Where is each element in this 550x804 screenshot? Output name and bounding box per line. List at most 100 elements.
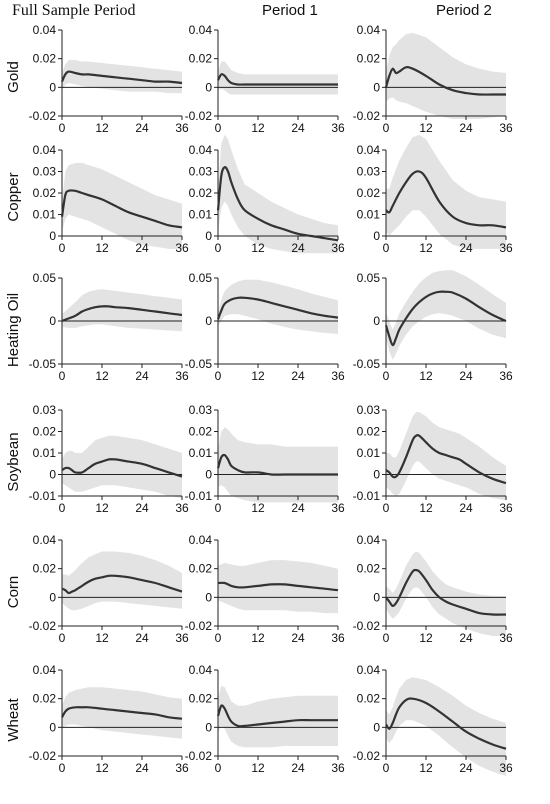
y-tick-label: 0.01 — [357, 208, 381, 222]
x-tick-label: 24 — [135, 241, 149, 255]
y-tick-label: 0.01 — [189, 208, 213, 222]
x-tick-label: 24 — [459, 241, 473, 255]
x-tick-label: 24 — [291, 121, 305, 135]
x-tick-label: 36 — [331, 121, 345, 135]
x-tick-label: 36 — [331, 369, 345, 383]
x-tick-label: 12 — [251, 501, 265, 515]
y-tick-label: 0.04 — [189, 663, 213, 677]
x-tick-label: 36 — [175, 761, 189, 775]
x-tick-label: 24 — [459, 369, 473, 383]
response-line — [216, 166, 339, 242]
column-header-period-2: Period 2 — [436, 2, 492, 19]
y-tick-label: -0.01 — [185, 489, 213, 503]
column-header-period-1: Period 1 — [262, 2, 318, 19]
x-tick-label: 0 — [59, 121, 66, 135]
x-tick-label: 24 — [291, 241, 305, 255]
response-line — [61, 706, 183, 720]
y-tick-label: -0.05 — [185, 357, 213, 371]
y-tick-label: 0 — [49, 468, 56, 482]
x-tick-label: 24 — [459, 121, 473, 135]
x-tick-label: 24 — [291, 761, 305, 775]
y-tick-label: 0.05 — [189, 271, 213, 285]
x-tick-label: 12 — [251, 761, 265, 775]
x-tick-label: 12 — [419, 501, 433, 515]
x-tick-label: 36 — [175, 631, 189, 645]
x-tick-label: 36 — [499, 369, 513, 383]
x-tick-label: 24 — [459, 501, 473, 515]
x-tick-label: 36 — [499, 121, 513, 135]
confidence-band — [386, 270, 506, 360]
x-tick-label: 12 — [95, 631, 109, 645]
x-tick-label: 36 — [499, 761, 513, 775]
y-tick-label: 0 — [373, 468, 380, 482]
y-tick-label: 0 — [49, 80, 56, 94]
y-tick-label: -0.01 — [353, 489, 381, 503]
x-tick-label: 24 — [135, 501, 149, 515]
y-tick-label: 0.05 — [357, 271, 381, 285]
response-line — [384, 66, 506, 96]
y-tick-label: 0.02 — [357, 52, 381, 66]
x-tick-label: 12 — [95, 369, 109, 383]
y-tick-label: 0.02 — [33, 692, 57, 706]
response-line — [217, 73, 338, 86]
x-tick-label: 0 — [215, 631, 222, 645]
y-tick-label: -0.02 — [29, 619, 57, 633]
x-tick-label: 12 — [95, 241, 109, 255]
response-line — [385, 568, 507, 616]
confidence-band — [386, 677, 506, 777]
y-tick-label: 0.02 — [189, 52, 213, 66]
y-tick-label: 0 — [373, 229, 380, 243]
x-tick-label: 12 — [251, 241, 265, 255]
confidence-band — [218, 685, 338, 748]
confidence-band — [218, 61, 338, 95]
y-tick-label: 0.04 — [33, 23, 57, 37]
x-tick-label: 0 — [215, 241, 222, 255]
response-line — [60, 189, 183, 229]
y-tick-label: -0.02 — [185, 749, 213, 763]
y-tick-label: 0.02 — [33, 425, 57, 439]
x-tick-label: 12 — [95, 121, 109, 135]
y-tick-label: 0.01 — [357, 446, 381, 460]
x-tick-label: 0 — [59, 631, 66, 645]
y-tick-label: 0.04 — [189, 143, 213, 157]
x-tick-label: 36 — [499, 631, 513, 645]
y-tick-label: 0.02 — [33, 562, 57, 576]
x-tick-label: 36 — [175, 369, 189, 383]
x-tick-label: 24 — [135, 121, 149, 135]
x-tick-label: 12 — [419, 761, 433, 775]
column-header-full-sample: Full Sample Period — [12, 2, 136, 19]
y-tick-label: 0.04 — [357, 23, 381, 37]
y-tick-label: 0.02 — [33, 186, 57, 200]
row-label-heating-oil: Heating Oil — [5, 293, 22, 367]
y-tick-label: 0 — [205, 80, 212, 94]
row-label-gold: Gold — [5, 61, 22, 93]
y-tick-label: 0.02 — [357, 562, 381, 576]
x-tick-label: 12 — [251, 369, 265, 383]
y-tick-label: 0 — [49, 720, 56, 734]
x-tick-label: 0 — [59, 369, 66, 383]
y-tick-label: 0.04 — [33, 533, 57, 547]
confidence-band — [62, 60, 182, 94]
response-line — [61, 305, 183, 323]
y-tick-label: 0 — [205, 590, 212, 604]
row-label-corn: Corn — [5, 576, 22, 609]
response-line — [216, 453, 338, 476]
y-tick-label: 0.04 — [33, 143, 57, 157]
y-tick-label: 0.02 — [189, 692, 213, 706]
response-line — [217, 581, 339, 592]
x-tick-label: 0 — [215, 121, 222, 135]
y-tick-label: -0.05 — [353, 357, 381, 371]
x-tick-label: 12 — [419, 121, 433, 135]
y-tick-label: 0.02 — [189, 425, 213, 439]
chart-copper-period-2: 0 0.01 0.02 0.03 0.04 0 12 24 36 — [357, 134, 513, 255]
y-tick-label: -0.05 — [29, 357, 57, 371]
x-tick-label: 24 — [135, 369, 149, 383]
x-tick-label: 12 — [251, 631, 265, 645]
y-tick-label: 0.02 — [357, 186, 381, 200]
y-tick-label: -0.02 — [29, 109, 57, 123]
x-tick-label: 12 — [95, 501, 109, 515]
